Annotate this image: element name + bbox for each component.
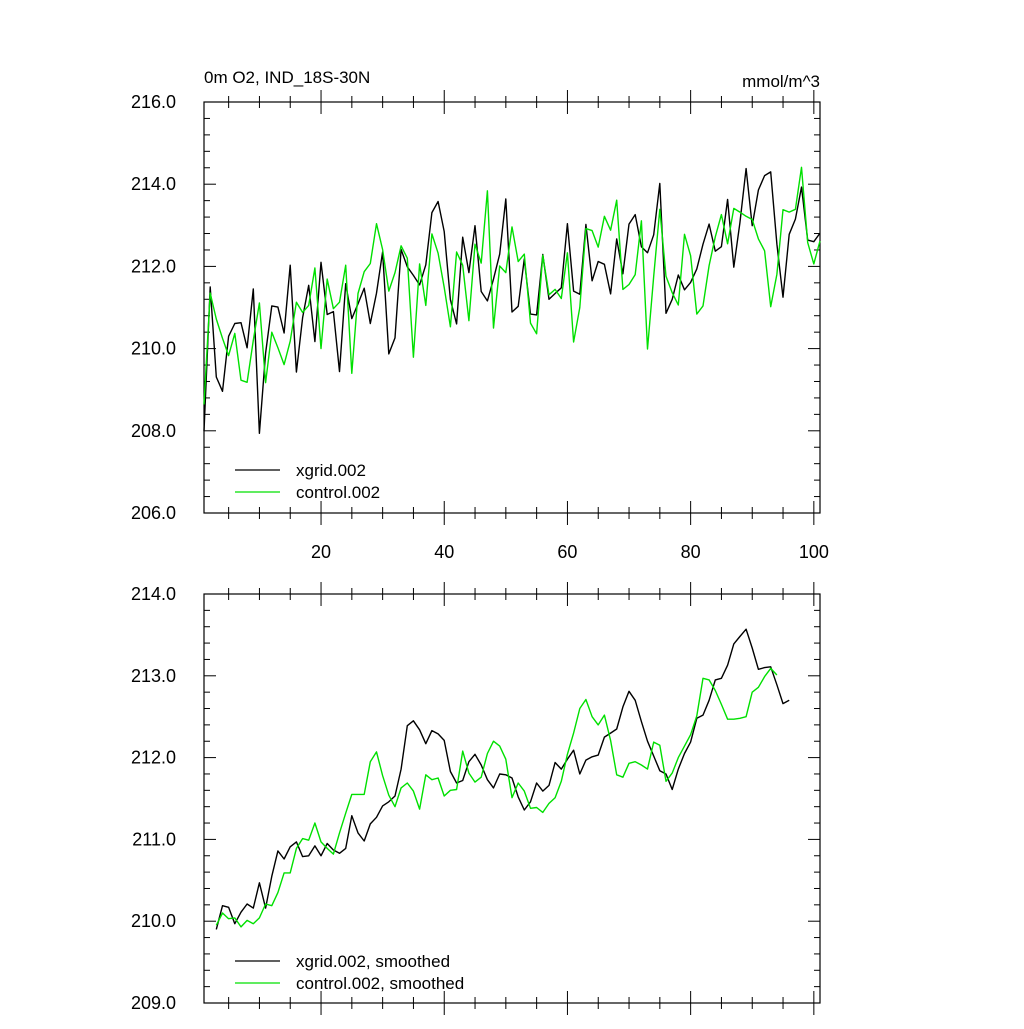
panel-smoothed: 209.0 210.0 211.0 212.0 213.0 214.0 xgrid.002… <box>131 582 821 1015</box>
legend-label-control-smoothed: control.002, smoothed <box>296 974 464 993</box>
y-tick-label: 214.0 <box>131 584 176 604</box>
x-tick-label: 100 <box>799 542 829 562</box>
x-tick-label: 60 <box>557 542 577 562</box>
series-line-control-top <box>203 166 821 405</box>
y-tick-label: 206.0 <box>131 503 176 523</box>
y-tick-label: 212.0 <box>131 748 176 768</box>
x-tick-label: 40 <box>434 542 454 562</box>
axes-top: 20 40 60 80 100 206.0 208.0 210.0 212.0 214.0 216.… <box>131 90 829 562</box>
panel-raw: 0m O2, IND_18S-30N mmol/m^3 20 40 60 80 1002… <box>131 68 829 562</box>
plot-frame-top <box>203 101 821 514</box>
y-tick-label: 216.0 <box>131 92 176 112</box>
legend-label-xgrid: xgrid.002 <box>296 461 366 480</box>
y-tick-label: 210.0 <box>131 911 176 931</box>
y-tick-label: 213.0 <box>131 666 176 686</box>
legend-label-control: control.002 <box>296 483 380 502</box>
series-line-control-bottom <box>215 667 778 928</box>
legend-top: xgrid.002 control.002 <box>235 461 380 502</box>
series-group-bottom <box>215 628 790 930</box>
y-tick-label: 212.0 <box>131 256 176 276</box>
series-group-top <box>203 166 821 434</box>
series-line-xgrid-bottom <box>215 628 790 930</box>
legend-label-xgrid-smoothed: xgrid.002, smoothed <box>296 952 450 971</box>
units-label: mmol/m^3 <box>742 72 820 91</box>
y-tick-label: 211.0 <box>132 829 176 849</box>
y-tick-label: 208.0 <box>131 421 176 441</box>
y-tick-label: 209.0 <box>131 993 176 1013</box>
y-tick-label: 210.0 <box>131 339 176 359</box>
plot-frame-bottom <box>203 593 821 1004</box>
y-tick-label: 214.0 <box>131 174 176 194</box>
chart-title: 0m O2, IND_18S-30N <box>204 68 370 87</box>
series-line-xgrid-top <box>203 167 821 434</box>
axes-bottom: 209.0 210.0 211.0 212.0 213.0 214.0 <box>131 582 821 1015</box>
x-tick-label: 20 <box>311 542 331 562</box>
legend-bottom: xgrid.002, smoothed control.002, smoothe… <box>235 952 464 993</box>
x-tick-label: 80 <box>681 542 701 562</box>
